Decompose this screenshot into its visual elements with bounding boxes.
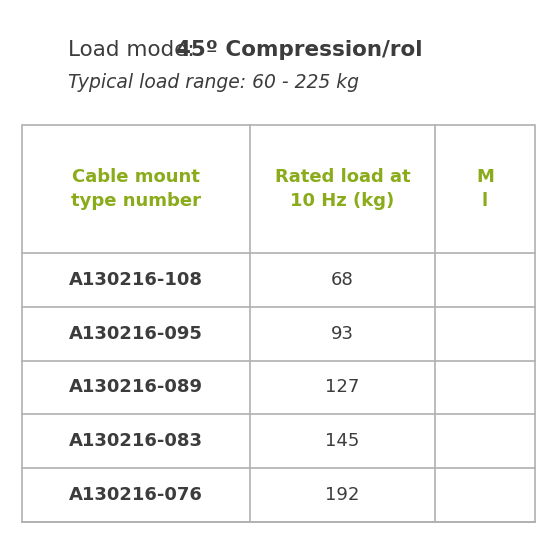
Text: Load mode:: Load mode:: [68, 40, 201, 60]
Text: 192: 192: [325, 486, 360, 504]
Text: Typical load range: 60 - 225 kg: Typical load range: 60 - 225 kg: [68, 72, 359, 91]
Text: 127: 127: [325, 379, 360, 396]
Text: A130216-076: A130216-076: [69, 486, 203, 504]
Text: 68: 68: [331, 271, 354, 289]
Text: Rated load at
10 Hz (kg): Rated load at 10 Hz (kg): [275, 168, 410, 210]
Text: 145: 145: [325, 433, 360, 450]
Text: A130216-083: A130216-083: [69, 433, 203, 450]
Text: M
l: M l: [476, 168, 494, 210]
Text: A130216-108: A130216-108: [69, 271, 203, 289]
Text: 93: 93: [331, 325, 354, 343]
Text: Cable mount
type number: Cable mount type number: [71, 168, 201, 210]
Text: 45º Compression/rol: 45º Compression/rol: [176, 40, 422, 60]
Bar: [22, 125, 535, 522]
Text: A130216-095: A130216-095: [69, 325, 203, 343]
Text: A130216-089: A130216-089: [69, 379, 203, 396]
